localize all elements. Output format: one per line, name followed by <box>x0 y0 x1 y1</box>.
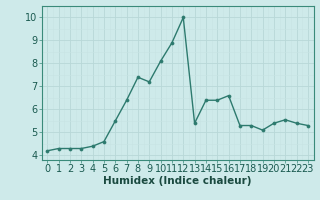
X-axis label: Humidex (Indice chaleur): Humidex (Indice chaleur) <box>103 176 252 186</box>
